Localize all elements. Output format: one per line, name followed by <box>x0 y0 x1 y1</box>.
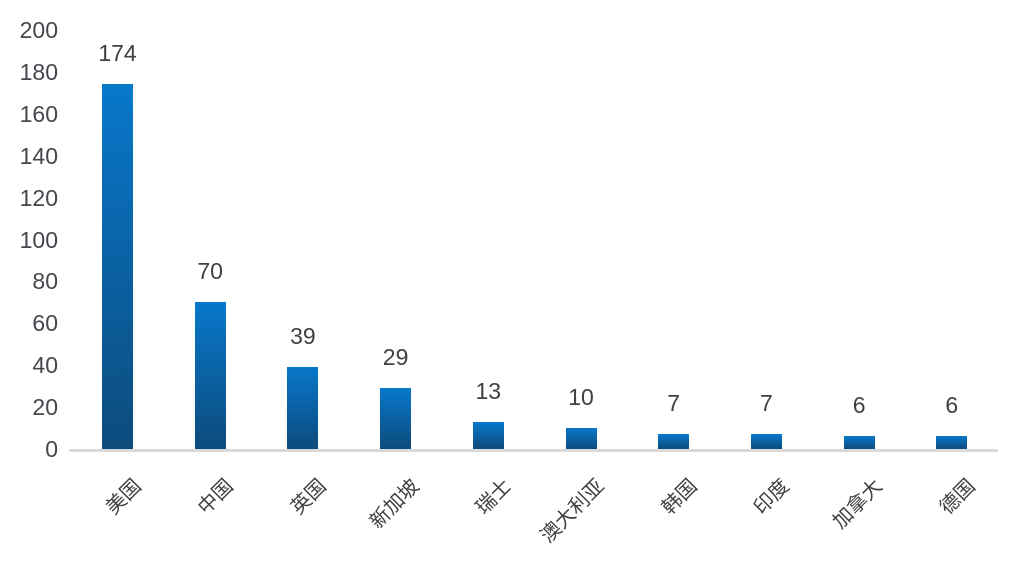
y-tick-label: 200 <box>19 17 58 43</box>
bar <box>750 434 782 449</box>
bar-value-label: 70 <box>197 258 223 285</box>
bar-value-label: 6 <box>852 392 866 419</box>
y-tick-label: 0 <box>45 436 58 462</box>
bar-value-label: 10 <box>568 384 594 411</box>
y-tick-label: 120 <box>19 184 58 211</box>
bar <box>380 388 412 449</box>
bar-value-label: 29 <box>382 344 409 371</box>
y-tick-label: 180 <box>19 58 58 85</box>
y-tick-label: 80 <box>32 268 58 295</box>
y-tick-label: 20 <box>32 394 58 421</box>
bar <box>565 428 597 449</box>
bar-value-label: 39 <box>290 323 316 350</box>
category-label: 印度 <box>750 475 795 520</box>
bar <box>472 421 504 449</box>
x-axis-baseline <box>69 449 998 452</box>
category-label: 德国 <box>935 475 980 520</box>
category-label: 新加坡 <box>365 475 424 534</box>
bar <box>658 434 690 449</box>
bar-value-label: 7 <box>667 390 681 417</box>
category-label: 加拿大 <box>828 475 887 534</box>
bar <box>102 84 133 449</box>
bar-value-label: 174 <box>98 40 137 67</box>
category-label: 美国 <box>101 475 146 520</box>
bar <box>287 367 319 449</box>
y-tick-label: 40 <box>32 352 58 379</box>
category-label: 瑞士 <box>472 475 517 520</box>
category-label: 澳大利亚 <box>536 475 609 548</box>
category-label: 韩国 <box>657 475 702 520</box>
bar-value-label: 6 <box>945 392 959 419</box>
bar-value-label: 7 <box>759 390 773 417</box>
y-tick-label: 100 <box>19 226 58 253</box>
y-tick-label: 140 <box>19 142 58 169</box>
category-label: 中国 <box>194 475 239 520</box>
bar <box>936 436 968 449</box>
bar-value-label: 13 <box>475 377 502 404</box>
y-tick-label: 160 <box>19 100 58 127</box>
y-tick-label: 60 <box>32 310 58 337</box>
bar <box>843 436 875 449</box>
category-label: 英国 <box>286 475 331 520</box>
bar <box>194 302 226 449</box>
